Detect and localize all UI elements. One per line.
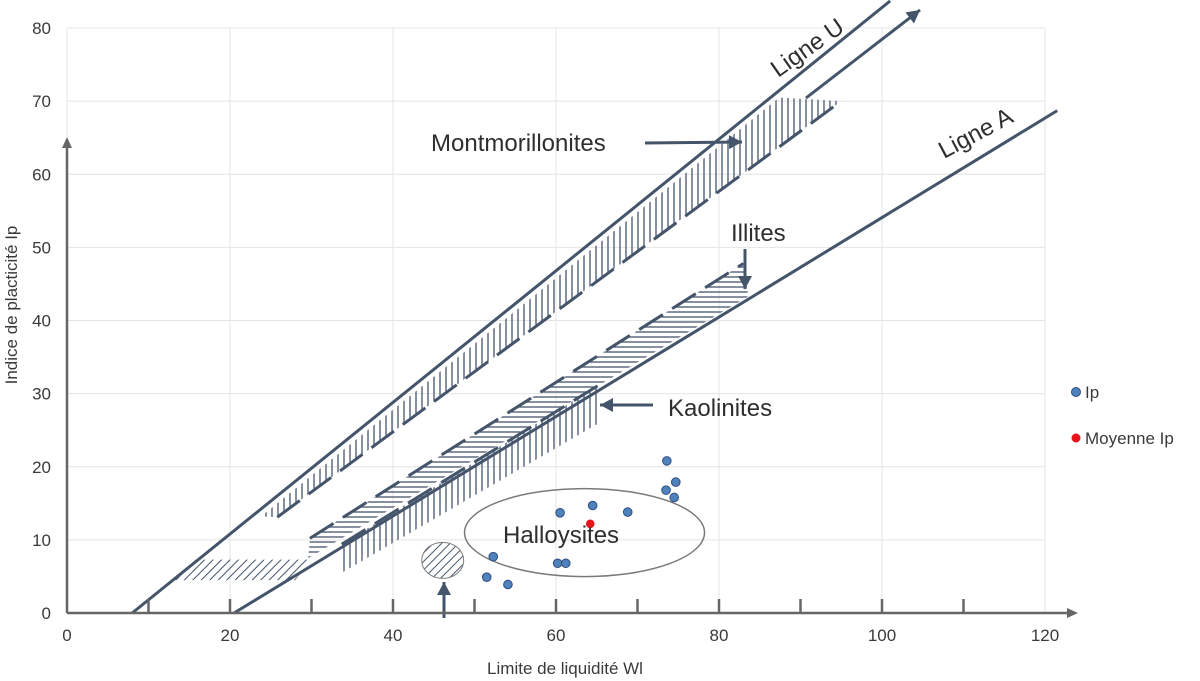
clay-zones	[168, 97, 842, 581]
legend-ip-marker	[1071, 387, 1081, 397]
y-tick-label-60: 60	[32, 165, 51, 184]
y-tick-label-50: 50	[32, 238, 51, 257]
y-tick-label-10: 10	[32, 531, 51, 550]
montmorillonite-zone	[261, 97, 842, 518]
y-axis-title: Indice de placticité Ip	[2, 226, 21, 385]
ip-point-0	[481, 572, 492, 582]
small-hatched-zone	[168, 559, 312, 581]
montmorillonite-pointer-arrow-head	[728, 135, 742, 150]
y-axis-arrow	[62, 137, 72, 148]
ligne-a-label: Ligne A	[934, 103, 1017, 164]
moyenne-ip-point-0	[585, 519, 595, 529]
y-tick-label-40: 40	[32, 312, 51, 331]
x-tick-label-120: 120	[1031, 626, 1059, 645]
x-tick-label-60: 60	[547, 626, 566, 645]
kaolinite-pointer-arrow-head	[600, 398, 613, 412]
data-points	[481, 456, 681, 590]
x-tick-label-0: 0	[62, 626, 71, 645]
ip-point-10	[671, 477, 681, 487]
montmorillonite-pointer-arrow	[644, 135, 743, 150]
legend-ip-label: Ip	[1085, 383, 1099, 402]
y-tick-label-20: 20	[32, 458, 51, 477]
ip-point-6	[587, 500, 598, 511]
axes: 0 10 20 30 40 50 60 70 80 0 20 40 60 80 100 120	[32, 19, 1078, 645]
x-tick-label-20: 20	[221, 626, 240, 645]
kaolinites-label: Kaolinites	[668, 395, 772, 422]
halloysite-pointer-arrow-head	[437, 582, 451, 595]
ip-point-2	[503, 579, 513, 590]
x-axis-title: Limite de liquidité Wl	[487, 659, 643, 678]
legend-moyenne-marker	[1071, 433, 1081, 443]
montmorillonites-label: Montmorillonites	[431, 130, 606, 157]
illite-dashed-boundary	[309, 262, 745, 540]
ip-point-3	[552, 558, 563, 569]
halloysite-ellipse	[463, 487, 706, 578]
y-tick-label-70: 70	[32, 92, 51, 111]
legend-moyenne-label: Moyenne Ip	[1085, 429, 1174, 448]
halloysite-core-zone	[421, 541, 465, 579]
y-tick-label-80: 80	[32, 19, 51, 38]
gridlines	[66, 27, 1046, 614]
halloysites-label: Halloysites	[503, 522, 619, 549]
x-axis-arrow	[1067, 608, 1078, 618]
ligne-u-direction-arrow	[805, 8, 921, 100]
kaolinite-dashed-boundary	[340, 383, 600, 546]
illite-pointer-arrow	[738, 249, 752, 289]
ligne-a	[233, 109, 1059, 615]
ip-point-7	[622, 507, 633, 517]
x-tick-label-40: 40	[384, 626, 403, 645]
illites-label: Illites	[731, 220, 786, 247]
y-tick-label-30: 30	[32, 385, 51, 404]
ip-point-8	[662, 456, 672, 466]
kaolinite-pointer-arrow	[600, 398, 653, 412]
illite-zone	[308, 263, 749, 559]
x-tick-label-80: 80	[710, 626, 729, 645]
ip-point-11	[669, 492, 679, 503]
ligne-u-direction-arrow-shaft	[805, 8, 921, 100]
ip-point-5	[555, 508, 565, 518]
kaolinite-zone	[341, 384, 600, 573]
montmorillonite-pointer-arrow-shaft	[644, 140, 743, 145]
ip-point-9	[661, 485, 671, 495]
illite-pointer-arrow-head	[738, 276, 752, 289]
ligne-u	[131, 0, 892, 615]
ligne-u-direction-arrow-head	[905, 10, 920, 24]
y-tick-label-0: 0	[42, 604, 51, 623]
x-tick-label-100: 100	[868, 626, 896, 645]
reference-lines	[131, 0, 1059, 618]
ip-point-1	[488, 551, 499, 562]
ip-point-4	[560, 558, 571, 569]
